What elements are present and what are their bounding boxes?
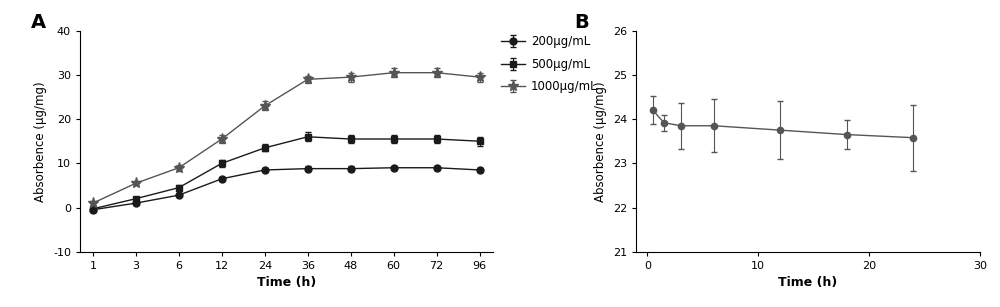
Legend: 200μg/mL, 500μg/mL, 1000μg/mL: 200μg/mL, 500μg/mL, 1000μg/mL <box>497 31 602 98</box>
Y-axis label: Absorbence (μg/mg): Absorbence (μg/mg) <box>34 81 47 201</box>
X-axis label: Time (h): Time (h) <box>257 276 316 289</box>
X-axis label: Time (h): Time (h) <box>778 276 838 289</box>
Y-axis label: Absorbence (μg/mg): Absorbence (μg/mg) <box>594 81 607 201</box>
Text: A: A <box>30 13 46 32</box>
Text: B: B <box>574 13 589 32</box>
